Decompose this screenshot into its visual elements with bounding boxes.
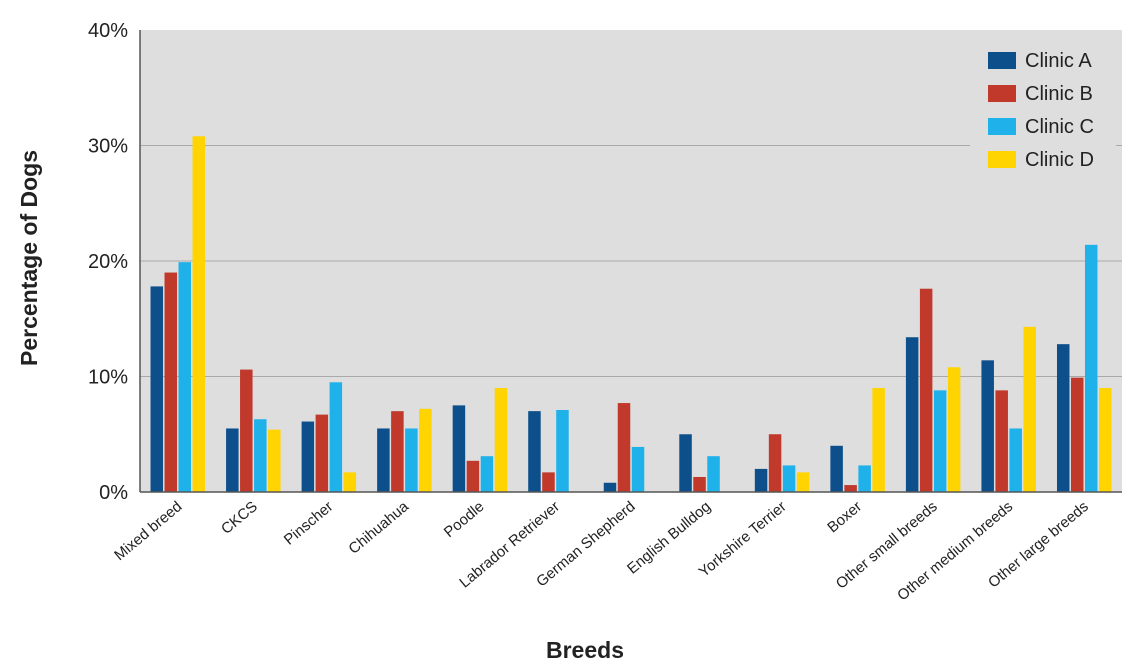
x-category-label: CKCS <box>218 498 261 538</box>
bar-clinic-b <box>542 472 555 492</box>
y-tick-label: 0% <box>99 482 128 504</box>
bar-clinic-c <box>178 262 192 492</box>
bar-clinic-b <box>1070 377 1084 492</box>
bar-clinic-b <box>240 369 253 492</box>
bar-clinic-a <box>981 360 994 492</box>
bar-clinic-a <box>905 337 919 492</box>
legend-swatch <box>988 151 1016 168</box>
legend-label: Clinic B <box>1025 83 1093 105</box>
bar-clinic-d <box>872 388 885 492</box>
y-tick-label: 40% <box>88 20 128 42</box>
bar-clinic-d <box>1023 326 1036 492</box>
bar-clinic-b <box>768 434 782 492</box>
legend: Clinic A Clinic B Clinic C Clinic D <box>970 38 1116 178</box>
bar-clinic-a <box>830 445 843 492</box>
bar-clinic-b <box>391 411 404 492</box>
bar-clinic-c <box>782 465 796 492</box>
legend-label: Clinic A <box>1025 50 1092 72</box>
bar-clinic-c <box>254 419 267 492</box>
bar-clinic-a <box>301 421 315 492</box>
x-category-label: Mixed breed <box>111 498 185 564</box>
x-category-label: Chihuahua <box>345 498 412 558</box>
legend-swatch <box>988 52 1016 69</box>
bar-clinic-c <box>1084 244 1098 492</box>
bar-clinic-b <box>844 485 857 492</box>
bar-clinic-b <box>693 476 706 492</box>
bar-clinic-b <box>919 288 933 492</box>
bar-clinic-c <box>1009 428 1022 492</box>
bar-clinic-a <box>603 482 617 492</box>
bar-clinic-b <box>995 390 1008 492</box>
bar-clinic-d <box>419 408 432 492</box>
bar-clinic-a <box>528 411 541 492</box>
bar-clinic-b <box>315 414 329 492</box>
bar-clinic-c <box>933 390 947 492</box>
legend-swatch <box>988 85 1016 102</box>
bar-clinic-a <box>754 468 768 492</box>
bar-clinic-b <box>466 460 480 492</box>
legend-label: Clinic C <box>1025 116 1094 138</box>
bar-clinic-d <box>268 429 281 492</box>
bar-clinic-b <box>164 272 178 492</box>
bar-clinic-d <box>1098 388 1112 492</box>
y-axis-ticks: 0% 10% 20% 30% 40% <box>88 20 128 504</box>
x-axis-title: Breeds <box>546 637 624 663</box>
bar-clinic-d <box>343 472 357 492</box>
bar-clinic-a <box>452 405 466 492</box>
legend-label: Clinic D <box>1025 149 1094 171</box>
bar-clinic-d <box>192 136 206 492</box>
x-category-label: Poodle <box>441 498 488 541</box>
y-tick-label: 10% <box>88 367 128 389</box>
bar-clinic-b <box>617 403 631 492</box>
bar-clinic-c <box>858 465 871 492</box>
y-tick-label: 30% <box>88 136 128 158</box>
bars <box>150 136 1112 492</box>
bar-clinic-c <box>556 409 569 492</box>
bar-clinic-c <box>405 428 418 492</box>
bar-clinic-d <box>494 388 508 492</box>
x-category-label: Pinscher <box>281 498 337 549</box>
bar-clinic-a <box>226 428 239 492</box>
y-tick-label: 20% <box>88 251 128 273</box>
bar-clinic-c <box>329 382 343 492</box>
bar-clinic-a <box>1056 344 1070 492</box>
bar-clinic-a <box>150 286 164 492</box>
x-axis-categories: Mixed breed CKCS Pinscher Chihuahua PoodleLa… <box>111 498 1092 605</box>
bar-clinic-c <box>480 456 494 492</box>
y-axis-title: Percentage of Dogs <box>16 150 42 366</box>
bar-clinic-d <box>796 472 810 492</box>
bar-clinic-a <box>377 428 390 492</box>
x-category-label: Boxer <box>824 498 865 536</box>
bar-clinic-c <box>707 456 720 492</box>
bar-clinic-d <box>947 367 961 492</box>
bar-clinic-a <box>679 434 692 492</box>
bar-clinic-c <box>631 446 645 492</box>
legend-swatch <box>988 118 1016 135</box>
